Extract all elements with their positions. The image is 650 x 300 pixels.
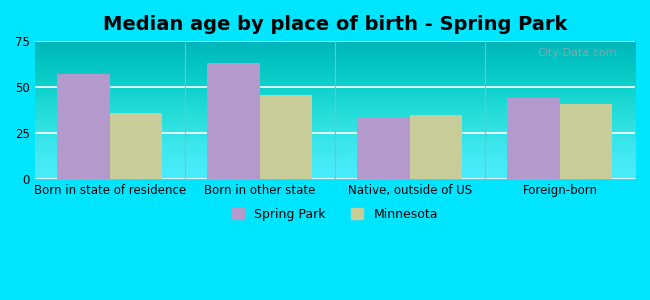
- Bar: [410, 115, 462, 179]
- Bar: [560, 104, 612, 179]
- Bar: [358, 117, 410, 179]
- Bar: [207, 63, 260, 179]
- Bar: [57, 74, 110, 179]
- Bar: [110, 113, 162, 179]
- Legend: Spring Park, Minnesota: Spring Park, Minnesota: [227, 203, 443, 226]
- Bar: [508, 98, 560, 179]
- Bar: [260, 94, 313, 179]
- Title: Median age by place of birth - Spring Park: Median age by place of birth - Spring Pa…: [103, 15, 567, 34]
- Text: City-Data.com: City-Data.com: [538, 48, 617, 58]
